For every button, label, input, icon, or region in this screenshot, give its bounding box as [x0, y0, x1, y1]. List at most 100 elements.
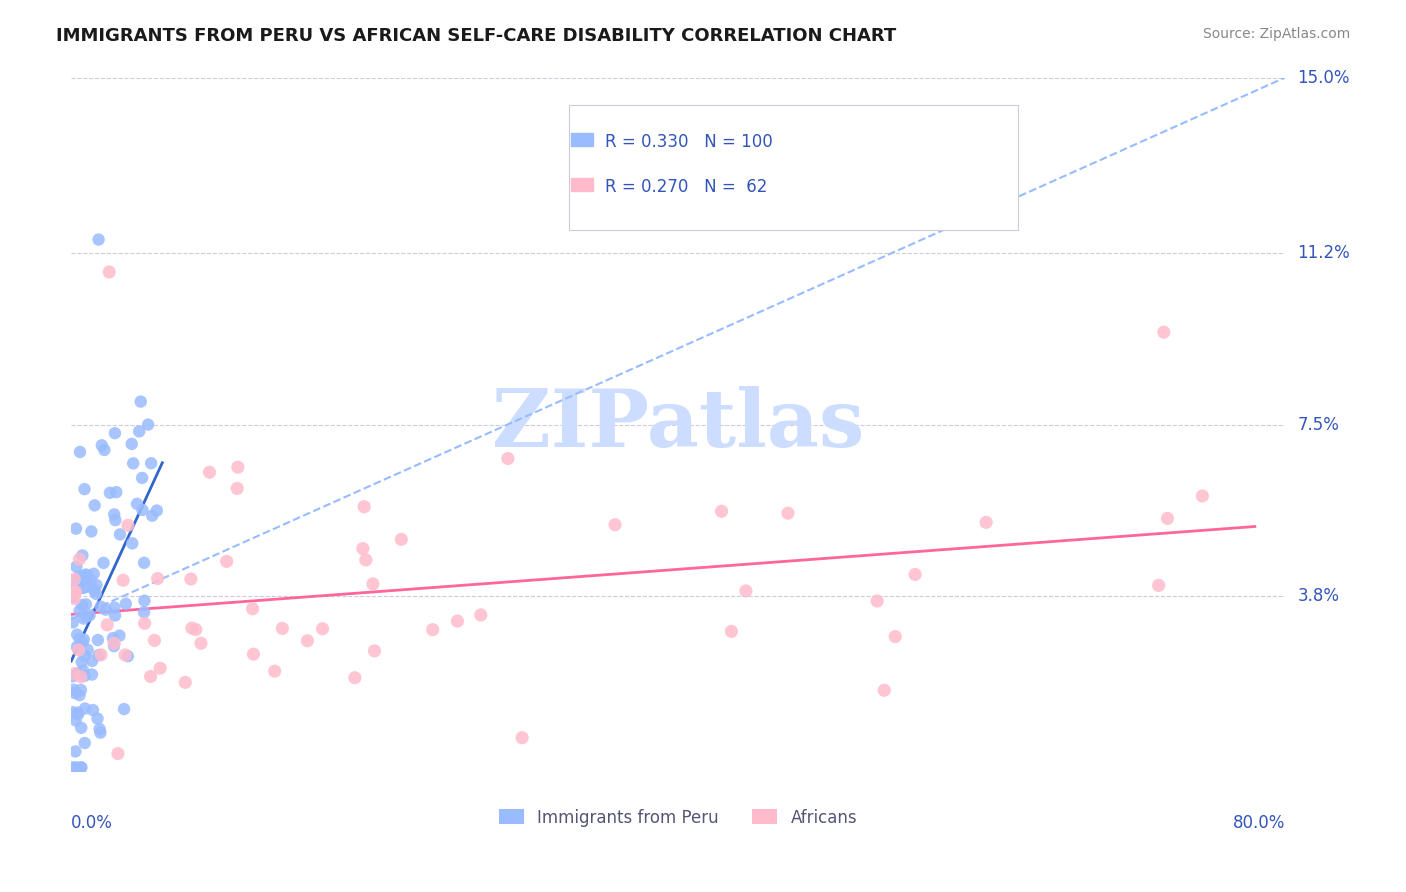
Point	[82, 703, 104, 717]
Point	[510, 731, 533, 745]
Point	[297, 633, 319, 648]
Point	[104, 426, 127, 441]
Point	[114, 597, 136, 611]
Point	[89, 725, 111, 739]
Point	[72, 549, 94, 563]
Point	[73, 482, 96, 496]
Point	[103, 600, 125, 615]
Text: 3.8%: 3.8%	[1298, 587, 1340, 605]
Point	[121, 437, 143, 451]
Point	[446, 614, 468, 628]
Point	[226, 460, 249, 475]
Point	[90, 599, 112, 614]
Point	[866, 594, 889, 608]
Point	[146, 503, 169, 517]
Point	[131, 503, 153, 517]
Point	[83, 583, 105, 598]
Point	[87, 633, 110, 648]
Point	[422, 623, 444, 637]
Point	[496, 451, 519, 466]
Point	[69, 688, 91, 702]
Point	[76, 642, 98, 657]
Point	[73, 580, 96, 594]
FancyBboxPatch shape	[571, 178, 593, 191]
Point	[146, 572, 169, 586]
Point	[87, 233, 110, 247]
Point	[143, 633, 166, 648]
Point	[79, 608, 101, 623]
Point	[73, 632, 96, 647]
Text: Source: ZipAtlas.com: Source: ZipAtlas.com	[1202, 27, 1350, 41]
Point	[132, 556, 155, 570]
Point	[215, 554, 238, 568]
Point	[70, 760, 93, 774]
Point	[77, 578, 100, 592]
Text: 15.0%: 15.0%	[1298, 69, 1350, 87]
Point	[80, 667, 103, 681]
Point	[134, 616, 156, 631]
Point	[65, 522, 87, 536]
Legend: Immigrants from Peru, Africans: Immigrants from Peru, Africans	[492, 802, 865, 833]
Point	[69, 604, 91, 618]
Point	[67, 707, 90, 722]
Text: 11.2%: 11.2%	[1298, 244, 1350, 262]
Point	[62, 669, 84, 683]
Point	[62, 760, 84, 774]
Point	[83, 499, 105, 513]
FancyBboxPatch shape	[571, 133, 593, 145]
Point	[141, 456, 163, 470]
Point	[66, 640, 89, 654]
Point	[184, 623, 207, 637]
Point	[128, 425, 150, 439]
Point	[103, 639, 125, 653]
Point	[70, 682, 93, 697]
Point	[352, 541, 374, 556]
Point	[70, 655, 93, 669]
Point	[263, 664, 285, 678]
Point	[242, 601, 264, 615]
Point	[354, 553, 377, 567]
Point	[73, 736, 96, 750]
Point	[66, 627, 89, 641]
Point	[117, 649, 139, 664]
Point	[65, 559, 87, 574]
Point	[104, 513, 127, 527]
Point	[73, 701, 96, 715]
Point	[131, 471, 153, 485]
Point	[190, 636, 212, 650]
Point	[96, 617, 118, 632]
Point	[67, 552, 90, 566]
Point	[174, 675, 197, 690]
Point	[63, 585, 86, 599]
Point	[76, 580, 98, 594]
Point	[69, 632, 91, 646]
Text: 80.0%: 80.0%	[1233, 814, 1285, 831]
Point	[363, 644, 385, 658]
Point	[1156, 511, 1178, 525]
Point	[734, 583, 756, 598]
Point	[63, 572, 86, 586]
Point	[117, 518, 139, 533]
Point	[72, 581, 94, 595]
Point	[107, 747, 129, 761]
Text: R = 0.270   N =  62: R = 0.270 N = 62	[606, 178, 768, 196]
Point	[69, 445, 91, 459]
Point	[132, 605, 155, 619]
Point	[1191, 489, 1213, 503]
Point	[353, 500, 375, 514]
Point	[141, 508, 163, 523]
Point	[72, 570, 94, 584]
Point	[134, 593, 156, 607]
Point	[66, 706, 89, 720]
Point	[63, 686, 86, 700]
Point	[75, 609, 97, 624]
Point	[361, 577, 384, 591]
Point	[72, 611, 94, 625]
Point	[105, 485, 128, 500]
Point	[90, 438, 112, 452]
Point	[82, 654, 104, 668]
Point	[86, 712, 108, 726]
Point	[180, 572, 202, 586]
Point	[242, 647, 264, 661]
Point	[76, 567, 98, 582]
